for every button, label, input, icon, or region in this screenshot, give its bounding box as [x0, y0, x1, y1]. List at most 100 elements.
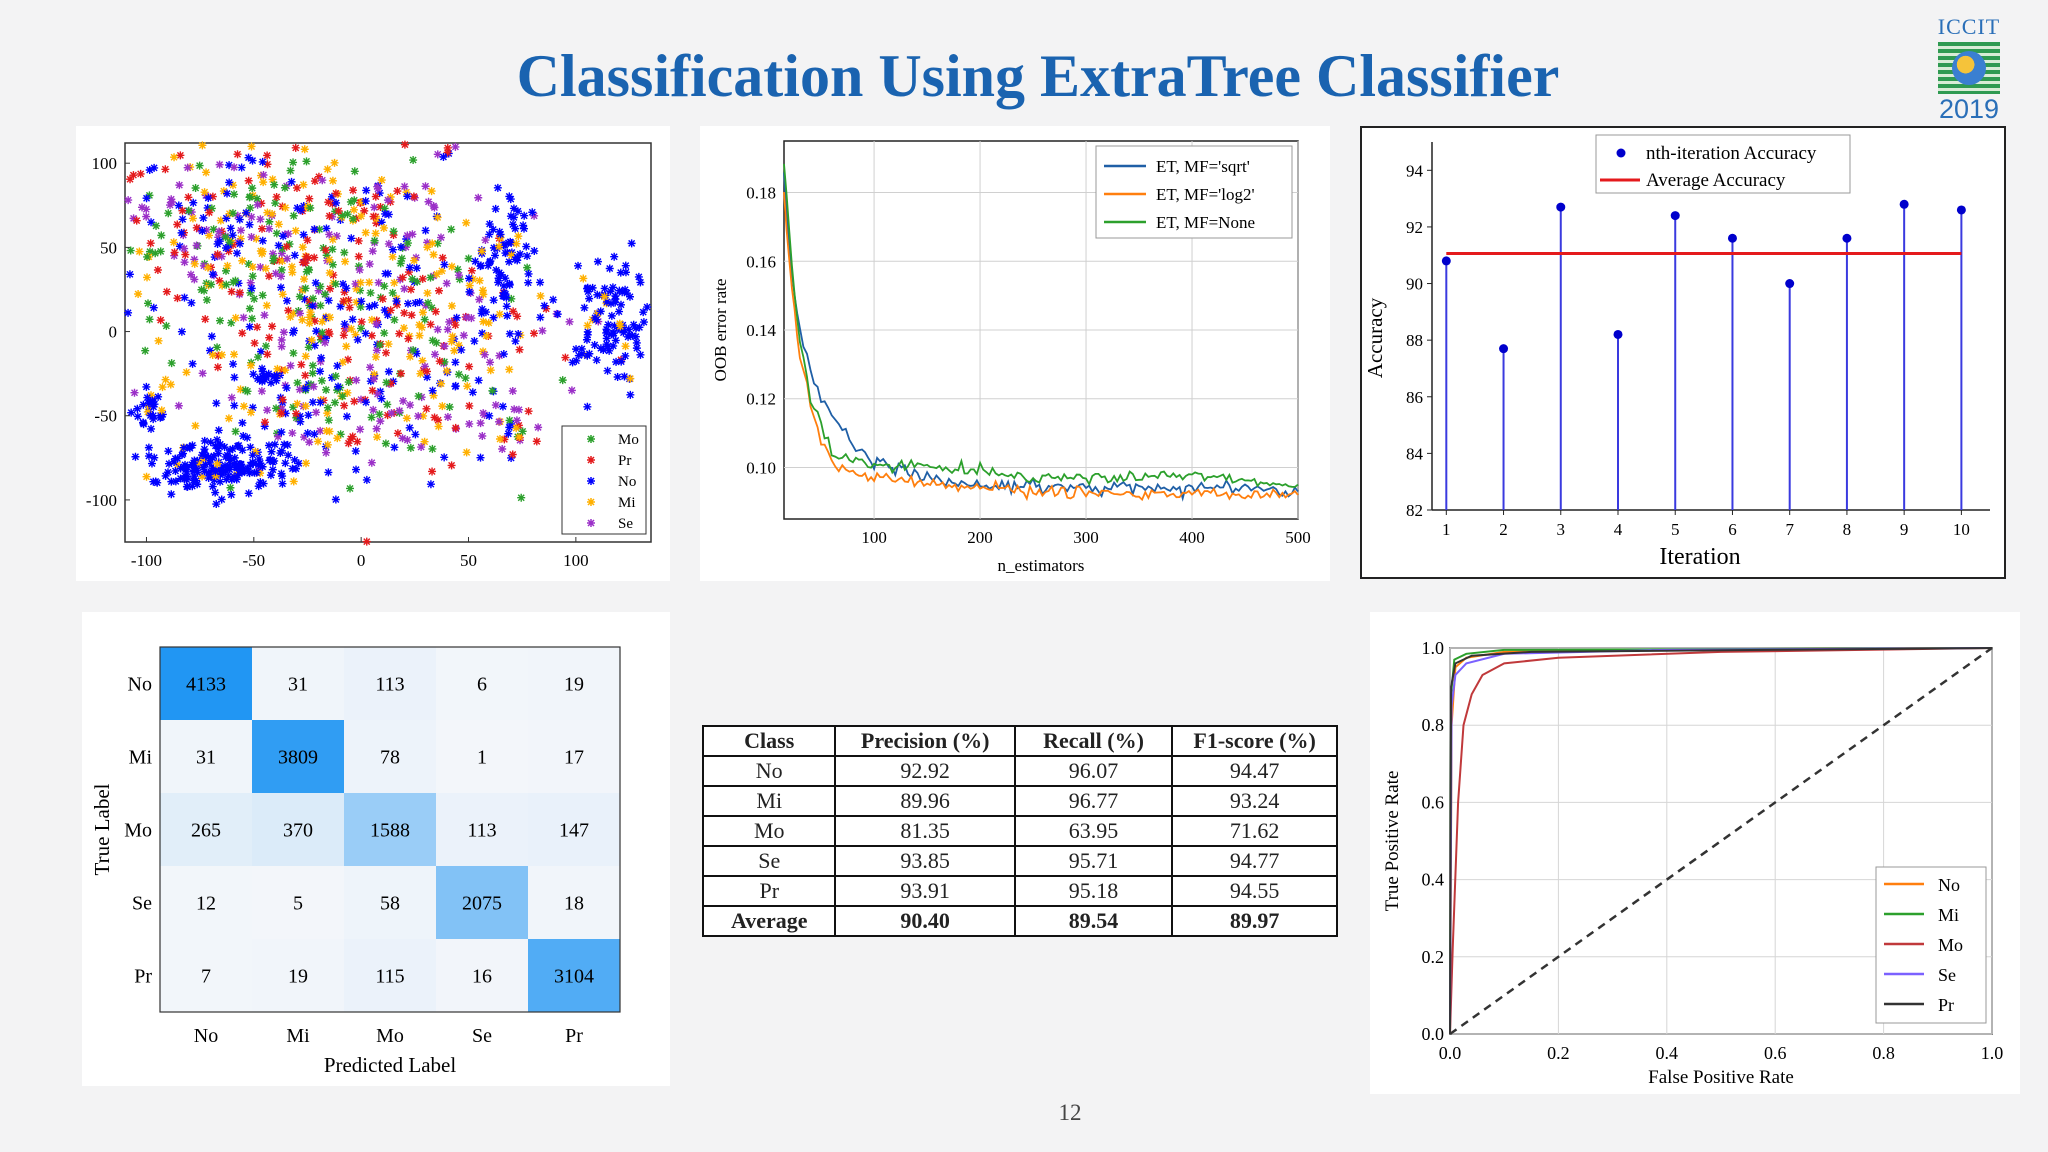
- scatter-point: [149, 415, 158, 424]
- scatter-point: [403, 239, 412, 248]
- scatter-point: [626, 374, 635, 383]
- scatter-point: [330, 158, 339, 167]
- scatter-point: [445, 317, 454, 326]
- scatter-point: [270, 440, 279, 449]
- scatter-point: [178, 450, 187, 459]
- scatter-point: [400, 182, 409, 191]
- scatter-point: [479, 290, 488, 299]
- scatter-point: [225, 238, 234, 247]
- scatter-point: [369, 375, 378, 384]
- cell-value: 31: [288, 674, 308, 696]
- scatter-point: [574, 351, 583, 360]
- y-tick-label: 92: [1406, 218, 1423, 237]
- legend-marker: [587, 498, 595, 506]
- table-header-cell: Recall (%): [1013, 725, 1174, 757]
- scatter-point: [277, 336, 286, 345]
- scatter-point: [354, 252, 363, 261]
- scatter-point: [371, 352, 380, 361]
- scatter-point: [354, 262, 363, 271]
- scatter-point: [181, 250, 190, 259]
- legend-label: Se: [618, 516, 633, 532]
- scatter-point: [277, 249, 286, 258]
- scatter-point: [214, 233, 223, 242]
- scatter-point: [505, 280, 514, 289]
- scatter-point: [227, 287, 236, 296]
- scatter-point: [524, 278, 533, 287]
- cell-value: 19: [564, 674, 584, 696]
- scatter-point: [593, 290, 602, 299]
- scatter-point: [205, 346, 214, 355]
- scatter-point: [255, 455, 264, 464]
- scatter-point: [424, 197, 433, 206]
- matrix-cell: [344, 793, 436, 866]
- scatter-point: [413, 277, 422, 286]
- scatter-point: [447, 337, 456, 346]
- scatter-point: [224, 414, 233, 423]
- scatter-point: [154, 336, 163, 345]
- scatter-point: [507, 294, 516, 303]
- scatter-point: [451, 142, 460, 151]
- scatter-point: [520, 211, 529, 220]
- scatter-point: [505, 416, 514, 425]
- scatter-point: [298, 315, 307, 324]
- scatter-point: [514, 405, 523, 414]
- scatter-point: [274, 241, 283, 250]
- scatter-point: [402, 414, 411, 423]
- scatter-point: [349, 205, 358, 214]
- scatter-point: [538, 326, 547, 335]
- scatter-point: [605, 346, 614, 355]
- scatter-point: [331, 495, 340, 504]
- matrix-cell: [344, 866, 436, 939]
- scatter-point: [360, 206, 369, 215]
- scatter-point: [356, 278, 365, 287]
- scatter-point: [183, 163, 192, 172]
- scatter-point: [162, 287, 171, 296]
- scatter-point: [407, 311, 416, 320]
- matrix-cell: [344, 720, 436, 793]
- x-tick-label: 2: [1499, 520, 1508, 539]
- scatter-point: [599, 346, 608, 355]
- scatter-point: [465, 401, 474, 410]
- scatter-point: [192, 241, 201, 250]
- scatter-point: [421, 226, 430, 235]
- scatter-point: [486, 366, 495, 375]
- scatter-point: [321, 246, 330, 255]
- scatter-point: [247, 284, 256, 293]
- scatter-point: [316, 367, 325, 376]
- scatter-point: [433, 239, 442, 248]
- scatter-point: [226, 483, 235, 492]
- scatter-point: [516, 250, 525, 259]
- scatter-point: [596, 307, 605, 316]
- scatter-point: [301, 402, 310, 411]
- scatter-point: [258, 372, 267, 381]
- scatter-point: [397, 243, 406, 252]
- scatter-point: [323, 409, 332, 418]
- scatter-point: [408, 230, 417, 239]
- scatter-point: [300, 275, 309, 284]
- scatter-point: [170, 153, 179, 162]
- scatter-point: [584, 287, 593, 296]
- scatter-point: [377, 176, 386, 185]
- scatter-point: [632, 338, 641, 347]
- scatter-point: [590, 340, 599, 349]
- scatter-point: [289, 403, 298, 412]
- scatter-point: [476, 453, 485, 462]
- scatter-point: [509, 213, 518, 222]
- x-tick-label: -100: [131, 551, 162, 570]
- scatter-point: [434, 286, 443, 295]
- scatter-point: [600, 284, 609, 293]
- legend-label: No: [618, 474, 636, 490]
- x-tick-label: 500: [1285, 528, 1311, 547]
- scatter-point: [312, 408, 321, 417]
- scatter-point: [204, 193, 213, 202]
- scatter-point: [145, 315, 154, 324]
- scatter-point: [227, 490, 236, 499]
- scatter-point: [256, 263, 265, 272]
- scatter-point: [377, 218, 386, 227]
- scatter-point: [188, 359, 197, 368]
- table-row: No 92.92 96.07 94.47: [701, 755, 1338, 787]
- scatter-point: [510, 405, 519, 414]
- scatter-point: [145, 165, 154, 174]
- scatter-point: [395, 406, 404, 415]
- scatter-point: [228, 209, 237, 218]
